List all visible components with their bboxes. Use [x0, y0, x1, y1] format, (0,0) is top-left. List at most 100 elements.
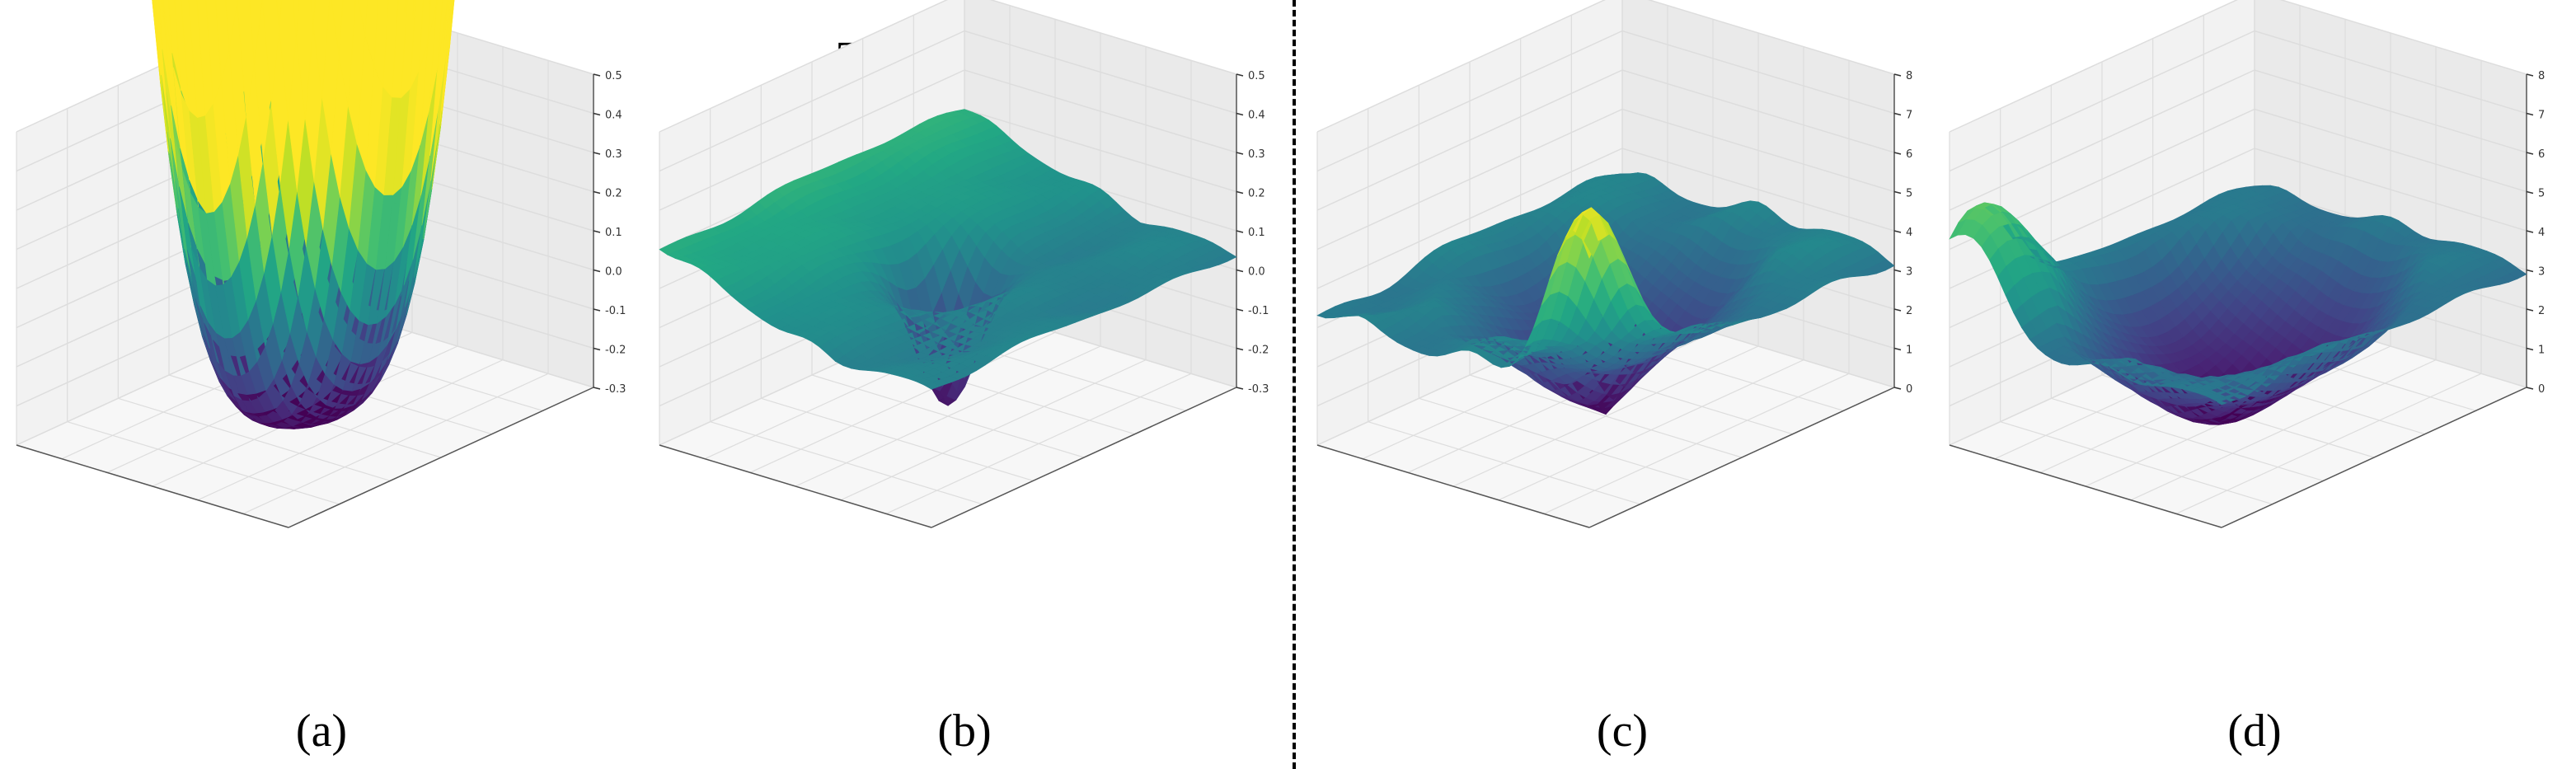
- z-tick-label: 8: [1906, 70, 1912, 82]
- z-tick: [1236, 387, 1244, 390]
- z-tick: [2526, 73, 2534, 77]
- surface: [1316, 172, 1895, 415]
- y-axis-line: [931, 387, 1237, 528]
- panel-a: VoxelMorph -0.3-0.2-0.10.00.10.20.30.40.…: [0, 0, 643, 769]
- z-tick: [1893, 308, 1902, 312]
- z-tick-label: 1: [2538, 345, 2545, 357]
- z-tick: [593, 308, 601, 312]
- surface-patch: [428, 0, 431, 6]
- z-tick-label: -0.1: [605, 305, 626, 317]
- z-tick-label: 0.1: [1248, 227, 1265, 239]
- surface-patch: [2508, 268, 2527, 279]
- z-tick-label: 4: [2538, 227, 2545, 239]
- z-tick-label: 7: [1906, 110, 1912, 122]
- z-tick: [593, 269, 601, 273]
- panel-caption: (b): [937, 706, 992, 757]
- z-tick: [593, 73, 601, 77]
- x-axis-line: [1316, 444, 1590, 528]
- z-tick-label: 6: [1906, 148, 1912, 161]
- surface-plot: -0.3 -0.2 -0.1 0.0 0.1 0.2 0.3 0.4 0.5: [659, 0, 1269, 528]
- z-tick: [593, 190, 601, 195]
- panel-caption: (d): [2227, 706, 2282, 757]
- z-tick: [1236, 308, 1244, 312]
- z-tick-label: 0.4: [605, 110, 622, 122]
- z-tick: [1236, 73, 1244, 77]
- z-tick: [1893, 112, 1902, 116]
- z-tick: [2526, 190, 2534, 195]
- z-tick: [593, 152, 601, 155]
- z-tick: [593, 347, 601, 351]
- z-tick-label: -0.2: [1248, 345, 1269, 357]
- panel-caption: (c): [1596, 706, 1649, 757]
- z-tick-label: 2: [1906, 305, 1912, 317]
- z-tick: [1236, 112, 1244, 116]
- z-tick: [593, 112, 601, 116]
- z-tick: [2526, 230, 2534, 233]
- z-tick: [1893, 152, 1902, 155]
- z-tick-label: 7: [2538, 110, 2545, 122]
- z-tick: [1893, 269, 1902, 273]
- x-axis-line: [16, 444, 289, 528]
- x-axis-line: [1949, 444, 2222, 528]
- z-tick-label: 4: [1906, 227, 1912, 239]
- z-tick: [1893, 347, 1902, 351]
- panel-caption: (a): [295, 706, 348, 757]
- y-axis-line: [2221, 387, 2527, 528]
- z-tick: [2526, 387, 2534, 390]
- surface-patch: [446, 0, 448, 7]
- z-tick: [1236, 190, 1244, 195]
- z-tick-label: -0.3: [1248, 383, 1269, 396]
- z-tick: [2526, 112, 2534, 116]
- surface: [659, 109, 1237, 406]
- z-tick-label: 0.3: [605, 148, 622, 161]
- surface-patch: [1876, 259, 1895, 271]
- z-tick: [593, 387, 601, 390]
- z-tick: [1893, 387, 1902, 390]
- z-tick: [2526, 308, 2534, 312]
- z-tick: [1893, 190, 1902, 195]
- panel-b: TransMorph -0.3-0.2-0.10.00.10.20.30.40.…: [643, 0, 1286, 769]
- z-tick: [1236, 230, 1244, 233]
- z-tick-label: 0.3: [1248, 148, 1265, 161]
- y-axis-line: [1588, 387, 1895, 528]
- surface-patch: [448, 0, 455, 54]
- surface: [1949, 185, 2527, 425]
- x-axis-line: [659, 444, 932, 528]
- z-tick-label: 0.5: [1248, 70, 1265, 82]
- z-tick-label: 5: [2538, 188, 2545, 200]
- z-tick: [593, 230, 601, 233]
- surface-patch: [447, 0, 453, 40]
- z-tick-label: 3: [1906, 266, 1912, 279]
- z-tick: [2526, 269, 2534, 273]
- z-tick-label: 0.1: [605, 227, 622, 239]
- z-tick: [1893, 73, 1902, 77]
- surface-patch: [450, 0, 453, 21]
- z-tick-label: 0.2: [605, 188, 622, 200]
- z-tick-label: 1: [1906, 345, 1912, 357]
- z-tick-label: 3: [2538, 266, 2545, 279]
- z-tick: [1893, 230, 1902, 233]
- z-tick-label: 0.4: [1248, 110, 1265, 122]
- z-tick-label: 6: [2538, 148, 2545, 161]
- z-tick-label: 0.0: [605, 266, 622, 279]
- z-tick-label: 8: [2538, 70, 2545, 82]
- z-tick-label: -0.1: [1248, 305, 1269, 317]
- z-tick-label: 0: [2538, 383, 2545, 396]
- z-tick-label: 0.5: [605, 70, 622, 82]
- z-tick-label: 0.0: [1248, 266, 1265, 279]
- z-tick: [1236, 152, 1244, 155]
- surface-plot: 0 1 2 3 4 5 6 7 8: [1949, 0, 2545, 528]
- z-tick-label: -0.3: [605, 383, 626, 396]
- surface-plot: 0 1 2 3 4 5 6 7 8: [1316, 0, 1912, 528]
- z-tick: [1236, 347, 1244, 351]
- dashed-divider: [1293, 0, 1296, 769]
- z-tick-label: 2: [2538, 305, 2545, 317]
- surface-plot: -0.3 -0.2 -0.1 0.0 0.1 0.2 0.3 0.4 0.5: [16, 0, 626, 528]
- z-tick: [1236, 269, 1244, 273]
- surface-patch: [1218, 251, 1237, 262]
- surface: [152, 0, 455, 429]
- z-tick-label: 5: [1906, 188, 1912, 200]
- y-axis-line: [288, 387, 594, 528]
